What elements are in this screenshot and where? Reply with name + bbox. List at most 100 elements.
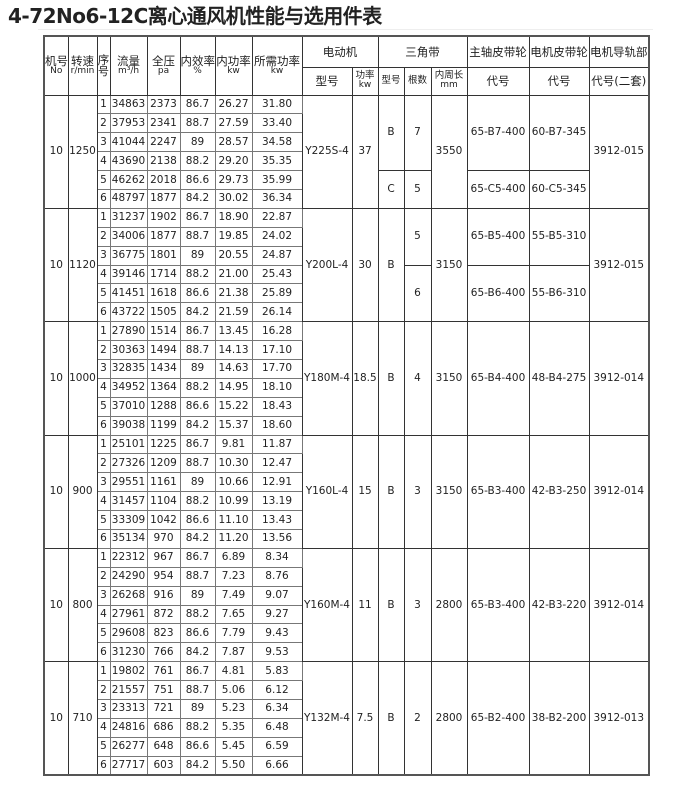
- required-power-cell: 8.76: [251, 566, 303, 587]
- pressure-cell: 1494: [146, 340, 181, 360]
- seq-cell: 1: [96, 94, 111, 115]
- speed-cell: 800: [67, 547, 98, 663]
- header-label: 内周长: [434, 70, 464, 82]
- efficiency-cell: 89: [179, 585, 216, 606]
- pressure-cell: 872: [146, 604, 181, 625]
- efficiency-cell: 88.2: [179, 491, 216, 512]
- flow-cell: 39038: [109, 415, 148, 436]
- machine-no-cell: 10: [43, 434, 69, 549]
- table-row: 2 27326 1209 88.7 10.30 12.47: [44, 453, 649, 474]
- seq-cell: 4: [96, 377, 111, 398]
- header-unit: m³/h: [117, 66, 140, 77]
- inner-power-cell: 11.10: [214, 510, 253, 530]
- efficiency-cell: 89: [179, 358, 216, 379]
- header-unit: pa: [157, 66, 170, 77]
- seq-cell: 6: [96, 642, 111, 663]
- vbelt-count-cell: 3: [403, 434, 432, 549]
- speed-cell: 710: [67, 661, 98, 776]
- flow-cell: 23313: [109, 699, 148, 719]
- header-flow: 流量 m³/h: [109, 35, 148, 96]
- header-unit: mm: [440, 80, 458, 91]
- required-power-cell: 26.14: [251, 302, 303, 323]
- flow-cell: 36775: [109, 245, 148, 266]
- inner-power-cell: 11.20: [214, 528, 253, 549]
- seq-cell: 5: [96, 170, 111, 190]
- efficiency-cell: 86.7: [179, 94, 216, 115]
- vbelt-type-cell: B: [377, 547, 405, 663]
- seq-cell: 6: [96, 755, 111, 776]
- inner-power-cell: 20.55: [214, 245, 253, 266]
- seq-cell: 5: [96, 396, 111, 417]
- inner-power-cell: 9.81: [214, 434, 253, 455]
- pressure-cell: 648: [146, 736, 181, 757]
- inner-power-cell: 7.65: [214, 604, 253, 625]
- flow-cell: 27961: [109, 604, 148, 625]
- table-row: 6 39038 1199 84.2 15.37 18.60: [44, 415, 649, 436]
- motor-model-cell: Y132M-4: [301, 661, 353, 776]
- required-power-cell: 13.56: [251, 528, 303, 549]
- pressure-cell: 970: [146, 528, 181, 549]
- inner-power-cell: 10.30: [214, 453, 253, 474]
- pressure-cell: 1902: [146, 207, 181, 228]
- efficiency-cell: 89: [179, 472, 216, 493]
- inner-power-cell: 29.20: [214, 151, 253, 172]
- seq-cell: 2: [96, 340, 111, 360]
- flow-cell: 27326: [109, 453, 148, 474]
- pressure-cell: 1161: [146, 472, 181, 493]
- required-power-cell: 5.83: [251, 661, 303, 682]
- motor-power-cell: 15: [351, 434, 379, 549]
- vbelt-length-cell: 2800: [430, 547, 468, 663]
- required-power-cell: 18.60: [251, 415, 303, 436]
- pressure-cell: 1225: [146, 434, 181, 455]
- table-row: 2 30363 1494 88.7 14.13 17.10: [44, 340, 649, 360]
- flow-cell: 35134: [109, 528, 148, 549]
- inner-power-cell: 5.50: [214, 755, 253, 776]
- header-motor-pulley-code: 代号: [528, 66, 590, 96]
- pressure-cell: 2018: [146, 170, 181, 190]
- table-row: 5 37010 1288 86.6 15.22 18.43: [44, 396, 649, 417]
- table-row: 4 31457 1104 88.2 10.99 13.19: [44, 491, 649, 512]
- motor-model-cell: Y200L-4: [301, 207, 353, 323]
- flow-cell: 34006: [109, 226, 148, 247]
- motor-power-cell: 18.5: [351, 321, 379, 436]
- efficiency-cell: 86.7: [179, 547, 216, 568]
- header-unit: %: [193, 66, 202, 77]
- efficiency-cell: 88.7: [179, 226, 216, 247]
- main-pulley-cell: 65-B5-400: [466, 207, 530, 266]
- header-speed: 转速 r/min: [67, 35, 98, 96]
- flow-cell: 26277: [109, 736, 148, 757]
- table-row: 10 1000 1 27890 1514 86.7 13.45 16.28 Y180M-4 18.…: [43, 321, 650, 436]
- machine-no-cell: 10: [43, 661, 69, 776]
- required-power-cell: 12.91: [251, 472, 303, 493]
- table-row: 6 43722 1505 84.2 21.59 26.14: [44, 302, 649, 323]
- speed-cell: 1000: [67, 321, 98, 436]
- vbelt-count-cell: 5: [403, 170, 432, 209]
- main-pulley-cell: 65-B2-400: [466, 661, 530, 776]
- flow-cell: 43722: [109, 302, 148, 323]
- pressure-cell: 1104: [146, 491, 181, 512]
- speed-cell: 1250: [67, 94, 98, 209]
- main-pulley-cell: 65-B7-400: [466, 94, 530, 172]
- table-row: 3 23313 721 89 5.23 6.34: [44, 699, 649, 719]
- header-label: 内效率: [180, 54, 215, 68]
- required-power-cell: 8.34: [251, 547, 303, 568]
- efficiency-cell: 86.6: [179, 510, 216, 530]
- flow-cell: 29608: [109, 623, 148, 644]
- efficiency-cell: 89: [179, 245, 216, 266]
- inner-power-cell: 5.35: [214, 717, 253, 738]
- inner-power-cell: 21.00: [214, 264, 253, 285]
- main-pulley-cell: 65-B3-400: [466, 434, 530, 549]
- efficiency-cell: 84.2: [179, 188, 216, 209]
- machine-no-cell: 10: [43, 321, 69, 436]
- seq-cell: 2: [96, 226, 111, 247]
- header-unit: No: [50, 66, 63, 77]
- required-power-cell: 24.02: [251, 226, 303, 247]
- required-power-cell: 24.87: [251, 245, 303, 266]
- pressure-cell: 1364: [146, 377, 181, 398]
- required-power-cell: 9.27: [251, 604, 303, 625]
- flow-cell: 46262: [109, 170, 148, 190]
- motor-power-cell: 7.5: [351, 661, 379, 776]
- table-row: 3 29551 1161 89 10.66 12.91: [44, 472, 649, 493]
- table-row: 6 31230 766 84.2 7.87 9.53: [44, 642, 649, 663]
- efficiency-cell: 88.2: [179, 604, 216, 625]
